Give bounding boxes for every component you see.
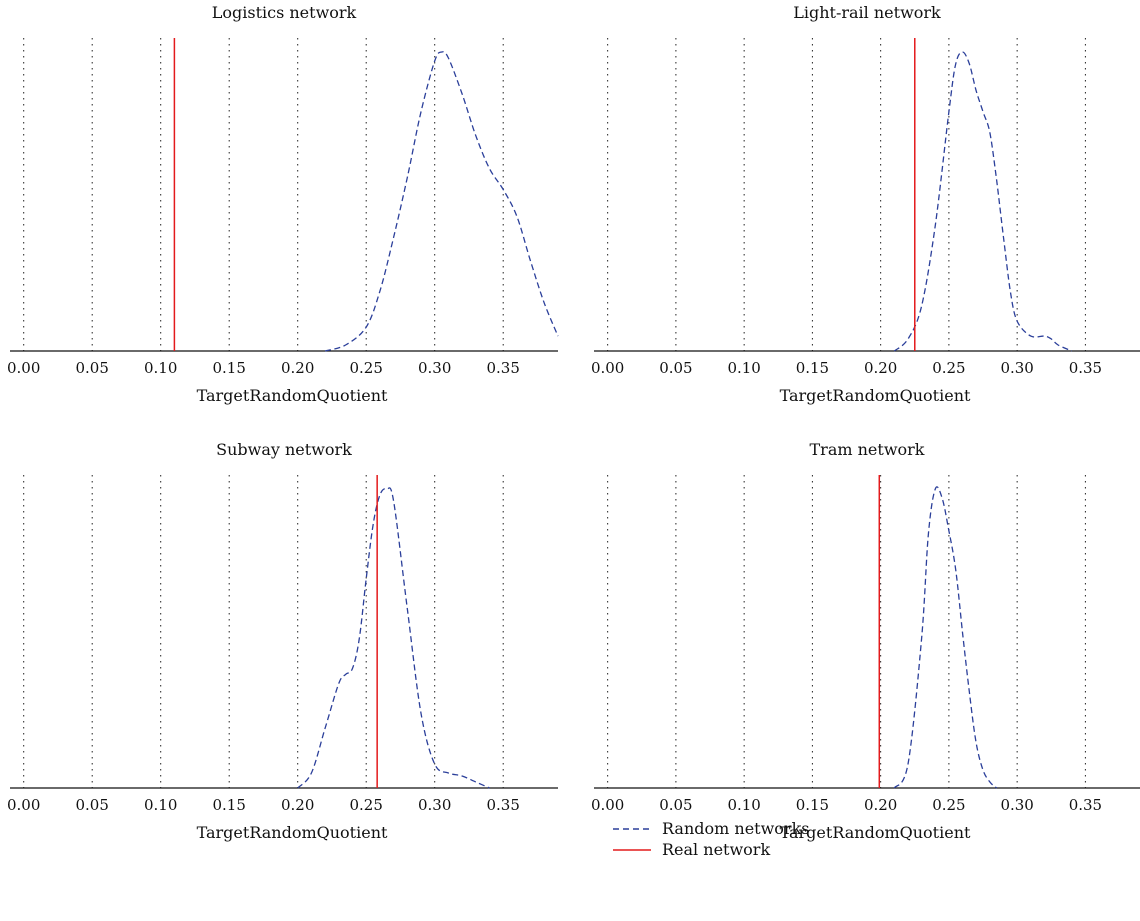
x-tick-label: 0.15 [796,359,829,377]
panel-title: Tram network [810,440,925,459]
legend-label: Real network [662,840,770,859]
legend: Random networks Real network [613,819,809,859]
x-tick-label: 0.20 [281,796,314,814]
chart-panel-4: Tram network 0.00 0.05 0.10 0.15 0.20 0.25 0.30… [591,440,1140,842]
x-tick-label: 0.00 [7,359,40,377]
x-tick-label: 0.35 [486,359,519,377]
x-axis-label: TargetRandomQuotient [780,823,971,842]
chart-panel-2: Light-rail network 0.00 0.05 0.10 0.15 0.20 0.… [591,3,1140,405]
x-tick-label: 0.25 [349,359,382,377]
x-tick-label: 0.20 [864,359,897,377]
x-tick-label: 0.30 [418,796,451,814]
legend-item: Random networks [613,819,809,838]
x-tick-label: 0.25 [349,796,382,814]
legend-label: Random networks [662,819,809,838]
x-tick-label: 0.05 [75,359,108,377]
random-networks-density-line [893,486,998,789]
panel-title: Logistics network [212,3,357,22]
x-tick-label: 0.30 [1000,796,1033,814]
legend-item: Real network [613,840,770,859]
x-axis-label: TargetRandomQuotient [197,823,388,842]
x-tick-label: 0.25 [932,359,965,377]
x-tick-label: 0.00 [591,359,624,377]
random-networks-density-line [324,51,559,352]
x-tick-label: 0.35 [1069,796,1102,814]
x-tick-label: 0.30 [1000,359,1033,377]
x-tick-label: 0.05 [659,796,692,814]
x-tick-label: 0.35 [486,796,519,814]
x-tick-label: 0.20 [281,359,314,377]
x-tick-label: 0.05 [75,796,108,814]
x-tick-label: 0.10 [727,359,760,377]
x-axis-label: TargetRandomQuotient [780,386,971,405]
x-tick-label: 0.20 [864,796,897,814]
chart-panel-1: Logistics network 0.00 0.05 0.10 0.15 0.20 0.2… [7,3,559,405]
x-tick-label: 0.35 [1069,359,1102,377]
x-tick-label: 0.15 [796,796,829,814]
x-tick-label: 0.25 [932,796,965,814]
panel-title: Subway network [216,440,352,459]
x-axis-label: TargetRandomQuotient [197,386,388,405]
x-tick-label: 0.10 [144,359,177,377]
x-tick-label: 0.15 [212,359,245,377]
random-networks-density-line [297,487,490,789]
x-tick-label: 0.00 [7,796,40,814]
random-networks-density-line [893,51,1073,352]
x-tick-label: 0.15 [212,796,245,814]
panel-title: Light-rail network [793,3,941,22]
x-tick-label: 0.30 [418,359,451,377]
x-tick-label: 0.10 [144,796,177,814]
x-tick-label: 0.05 [659,359,692,377]
chart-panel-3: Subway network 0.00 0.05 0.10 0.15 0.20 0.25 0.… [7,440,558,842]
x-tick-label: 0.00 [591,796,624,814]
x-tick-label: 0.10 [727,796,760,814]
